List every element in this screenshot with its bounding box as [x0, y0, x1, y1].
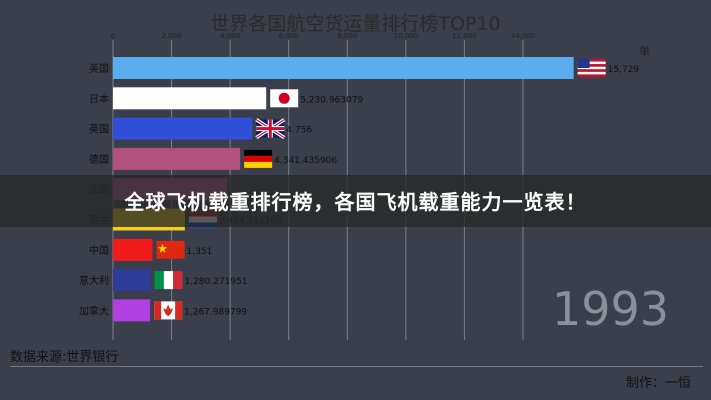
x-tick-label: 6,000 [279, 32, 299, 40]
bar [113, 147, 241, 170]
x-tick-label: 12,000 [452, 32, 477, 40]
x-axis-ticks: 0 2,000 4,000 6,000 8,000 10,000 12,000 14,000 [111, 32, 535, 40]
x-tick-label: 8,000 [337, 32, 357, 40]
japan-flag-icon [270, 89, 299, 108]
bar [113, 57, 574, 79]
bar [113, 299, 151, 322]
canada-flag-icon [154, 301, 183, 320]
germany-flag-icon [244, 149, 273, 168]
chart-title: 世界各国航空货运量排行榜TOP10 [210, 13, 501, 35]
value-label: 1,351 [187, 247, 213, 257]
year-label: 1993 [552, 282, 670, 336]
category-label: 意大利 [79, 274, 109, 287]
x-tick-label: 4,000 [220, 32, 240, 40]
category-label: 美国 [89, 62, 109, 75]
x-tick-label: 14,000 [511, 32, 536, 40]
value-label: 4,756 [286, 126, 312, 136]
x-tick-label: 10,000 [394, 32, 419, 40]
china-flag-icon [156, 240, 185, 259]
uk-flag-icon [255, 118, 286, 140]
data-source: 数据来源:世界银行 [10, 350, 119, 365]
overlay-headline: 全球飞机载重排行榜，各国飞机载重能力一览表！ [124, 190, 587, 214]
italy-flag-icon [154, 271, 183, 290]
bar [113, 269, 151, 292]
overlay-banner [0, 175, 711, 227]
category-labels: 美国日本英国德国法国荷兰中国意大利加拿大 [79, 62, 109, 317]
value-label: 1,280.271951 [184, 277, 247, 287]
footer-divider [10, 366, 703, 367]
category-label: 加拿大 [79, 304, 109, 317]
value-label: 4,341.435906 [274, 156, 337, 166]
x-tick-label: 2,000 [162, 32, 182, 40]
value-label: 1,267.989799 [184, 307, 247, 317]
flags [154, 59, 606, 320]
bar [113, 117, 253, 140]
us-flag-icon [577, 59, 606, 77]
category-label: 日本 [89, 92, 109, 105]
x-tick-label: 0 [111, 32, 115, 40]
value-label: 15,729 [608, 65, 640, 75]
credit-label: 制作：一恒 [626, 376, 692, 391]
bar [113, 87, 267, 110]
category-label: 中国 [89, 244, 109, 257]
value-label: 5,230.963079 [300, 95, 363, 105]
category-label: 英国 [89, 123, 109, 136]
category-label: 德国 [89, 153, 109, 166]
bar [113, 238, 153, 261]
unit-label: 单 [639, 45, 650, 58]
